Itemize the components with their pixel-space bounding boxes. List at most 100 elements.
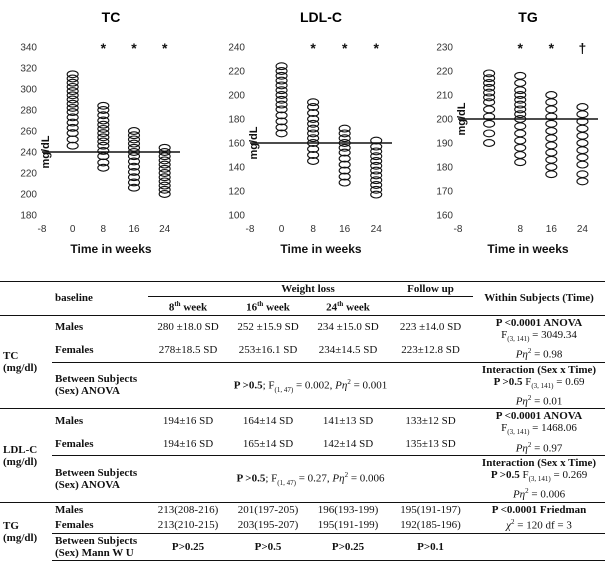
cell: P>0.1 — [388, 533, 473, 560]
table-row: Between Subjects (Sex) ANOVA P >0.5; F(1… — [0, 456, 605, 503]
data-point — [577, 111, 588, 118]
row-label: Females — [52, 518, 148, 533]
y-tick-label: 170 — [436, 187, 453, 198]
data-point — [577, 178, 588, 185]
row-group-tc: TC (mg/dl) — [0, 315, 52, 409]
data-point — [67, 71, 78, 78]
row-label: Males — [52, 409, 148, 432]
tc-interaction-stats: Interaction (Sex x Time) P >0.5 F(3, 141… — [473, 362, 605, 409]
data-point — [546, 106, 557, 113]
x-tick-label: 16 — [128, 224, 140, 235]
results-table-wrapper: baseline Weight loss Follow up Within Su… — [0, 281, 605, 561]
y-tick-label: 320 — [20, 64, 37, 75]
x-tick-label: 16 — [339, 224, 351, 235]
data-point — [98, 121, 109, 128]
cell: 234±14.5 SD — [308, 339, 388, 362]
y-tick-label: 200 — [20, 190, 37, 201]
data-point — [577, 171, 588, 178]
cell: 195(191-199) — [308, 518, 388, 533]
cell: 253±16.1 SD — [228, 339, 308, 362]
data-point — [484, 120, 495, 127]
chart-title: TG — [518, 9, 538, 25]
x-tick-label: 8 — [517, 224, 523, 235]
data-point — [159, 182, 170, 189]
data-point — [515, 72, 526, 79]
cell — [473, 533, 605, 560]
data-point — [484, 70, 495, 77]
data-point — [129, 144, 140, 151]
data-point — [159, 161, 170, 168]
significance-mark: * — [342, 40, 348, 56]
data-point — [129, 136, 140, 143]
cell: 201(197-205) — [228, 503, 308, 518]
y-axis-label: mg/dL — [456, 102, 468, 135]
header-within-subjects: Within Subjects (Time) — [473, 282, 605, 316]
x-axis-label: Time in weeks — [280, 242, 361, 256]
data-point — [515, 80, 526, 87]
table-row: TG (mg/dl) Males 213(208-216) 201(197-205… — [0, 503, 605, 518]
data-point — [515, 137, 526, 144]
cell: 194±16 SD — [148, 432, 228, 455]
header-weight-loss: Weight loss — [228, 282, 388, 297]
x-axis-label: Time in weeks — [70, 242, 151, 256]
scatter-charts: TC180200220240260280300320340-8 0 8 16 24* * *… — [0, 0, 605, 268]
table-row: Between Subjects (Sex) Mann W U P>0.25 P… — [0, 533, 605, 560]
cell: 192(185-196) — [388, 518, 473, 533]
cell: 195(191-197) — [388, 503, 473, 518]
data-point — [577, 154, 588, 161]
x-tick-label: 0 — [279, 224, 285, 235]
x-tick-label: 16 — [546, 224, 558, 235]
cell: 196(193-199) — [308, 503, 388, 518]
table-row: TC (mg/dl) Males 280 ±18.0 SD 252 ±15.9 S… — [0, 315, 605, 338]
data-point — [515, 159, 526, 166]
cell: 280 ±18.0 SD — [148, 315, 228, 338]
cell: 223±12.8 SD — [388, 339, 473, 362]
y-tick-label: 180 — [20, 211, 37, 222]
y-tick-label: 190 — [436, 139, 453, 150]
data-point — [159, 178, 170, 185]
data-point — [546, 135, 557, 142]
data-point — [546, 171, 557, 178]
cell: 194±16 SD — [148, 409, 228, 432]
y-tick-label: 280 — [20, 106, 37, 117]
y-tick-label: 340 — [20, 43, 37, 54]
y-tick-label: 200 — [228, 91, 245, 102]
row-label: Males — [52, 315, 148, 338]
row-group-ldl-c: LDL-C (mg/dl) — [0, 409, 52, 503]
x-tick-label: 24 — [371, 224, 383, 235]
significance-mark: * — [373, 40, 379, 56]
data-point — [276, 63, 287, 70]
data-point — [159, 174, 170, 181]
data-point — [98, 102, 109, 109]
data-point — [67, 79, 78, 86]
data-point — [98, 134, 109, 141]
data-point — [484, 130, 495, 137]
data-point — [577, 161, 588, 168]
data-point — [515, 130, 526, 137]
data-point — [515, 87, 526, 94]
y-tick-label: 220 — [228, 67, 245, 78]
cell: 164±14 SD — [228, 409, 308, 432]
data-point — [67, 84, 78, 91]
data-point — [129, 132, 140, 139]
cell: 234 ±15.0 SD — [308, 315, 388, 338]
cell: 135±13 SD — [388, 432, 473, 455]
results-table: baseline Weight loss Follow up Within Su… — [0, 281, 605, 561]
tg-within-stats: P <0.0001 Friedman χ2 = 120 df = 3 — [473, 503, 605, 534]
y-tick-label: 210 — [436, 91, 453, 102]
data-point — [546, 164, 557, 171]
data-point — [159, 170, 170, 177]
cell: 223 ±14.0 SD — [388, 315, 473, 338]
data-point — [67, 88, 78, 95]
significance-mark: * — [101, 40, 107, 56]
cell: 252 ±15.9 SD — [228, 315, 308, 338]
data-point — [515, 123, 526, 130]
x-tick-label: 24 — [159, 224, 171, 235]
x-tick-label: 8 — [101, 224, 107, 235]
data-point — [129, 128, 140, 135]
header-week-24: 24th week — [308, 297, 388, 316]
cell: 213(208-216) — [148, 503, 228, 518]
row-label: Between Subjects (Sex) Mann W U — [52, 533, 148, 560]
tc-within-stats: P <0.0001 ANOVA F(3, 141) = 3049.34 Pη2 … — [473, 315, 605, 362]
header-follow-up: Follow up — [388, 282, 473, 297]
